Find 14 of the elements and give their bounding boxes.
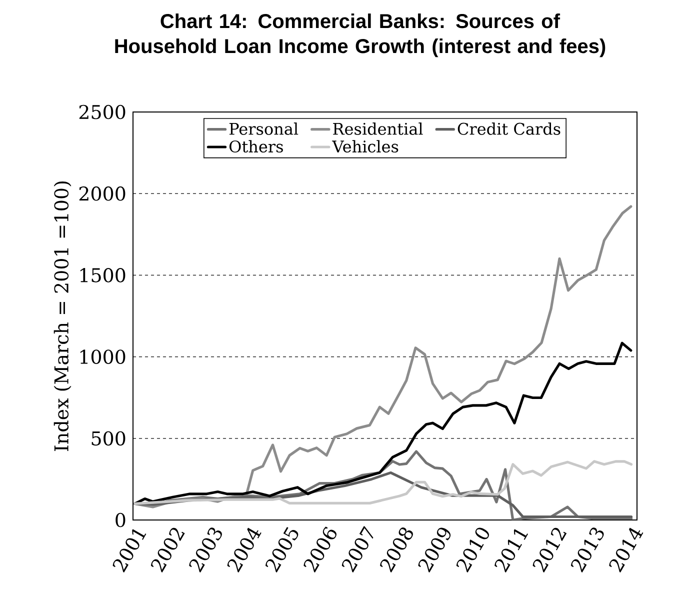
y-tick-label: 500 xyxy=(92,431,126,446)
legend-label: Personal xyxy=(229,122,298,135)
legend-label: Vehicles xyxy=(332,140,398,153)
line-series xyxy=(134,460,633,505)
legend-label: Credit Cards xyxy=(458,122,560,135)
y-axis-title: Index (March = 2001 =100) xyxy=(54,182,72,451)
y-tick-label: 1500 xyxy=(80,268,126,282)
chart-title: Chart 14: Commercial Banks: Sources of Household Loan Income Growth (interest and fees) xyxy=(115,14,606,58)
legend-label: Residential xyxy=(333,122,423,135)
y-tick-label: 2000 xyxy=(79,186,126,201)
y-tick-label: 2500 xyxy=(79,104,126,120)
y-tick-label: 1000 xyxy=(80,350,126,364)
legend-label: Others xyxy=(229,140,283,153)
y-tick-label: 0 xyxy=(116,512,126,528)
